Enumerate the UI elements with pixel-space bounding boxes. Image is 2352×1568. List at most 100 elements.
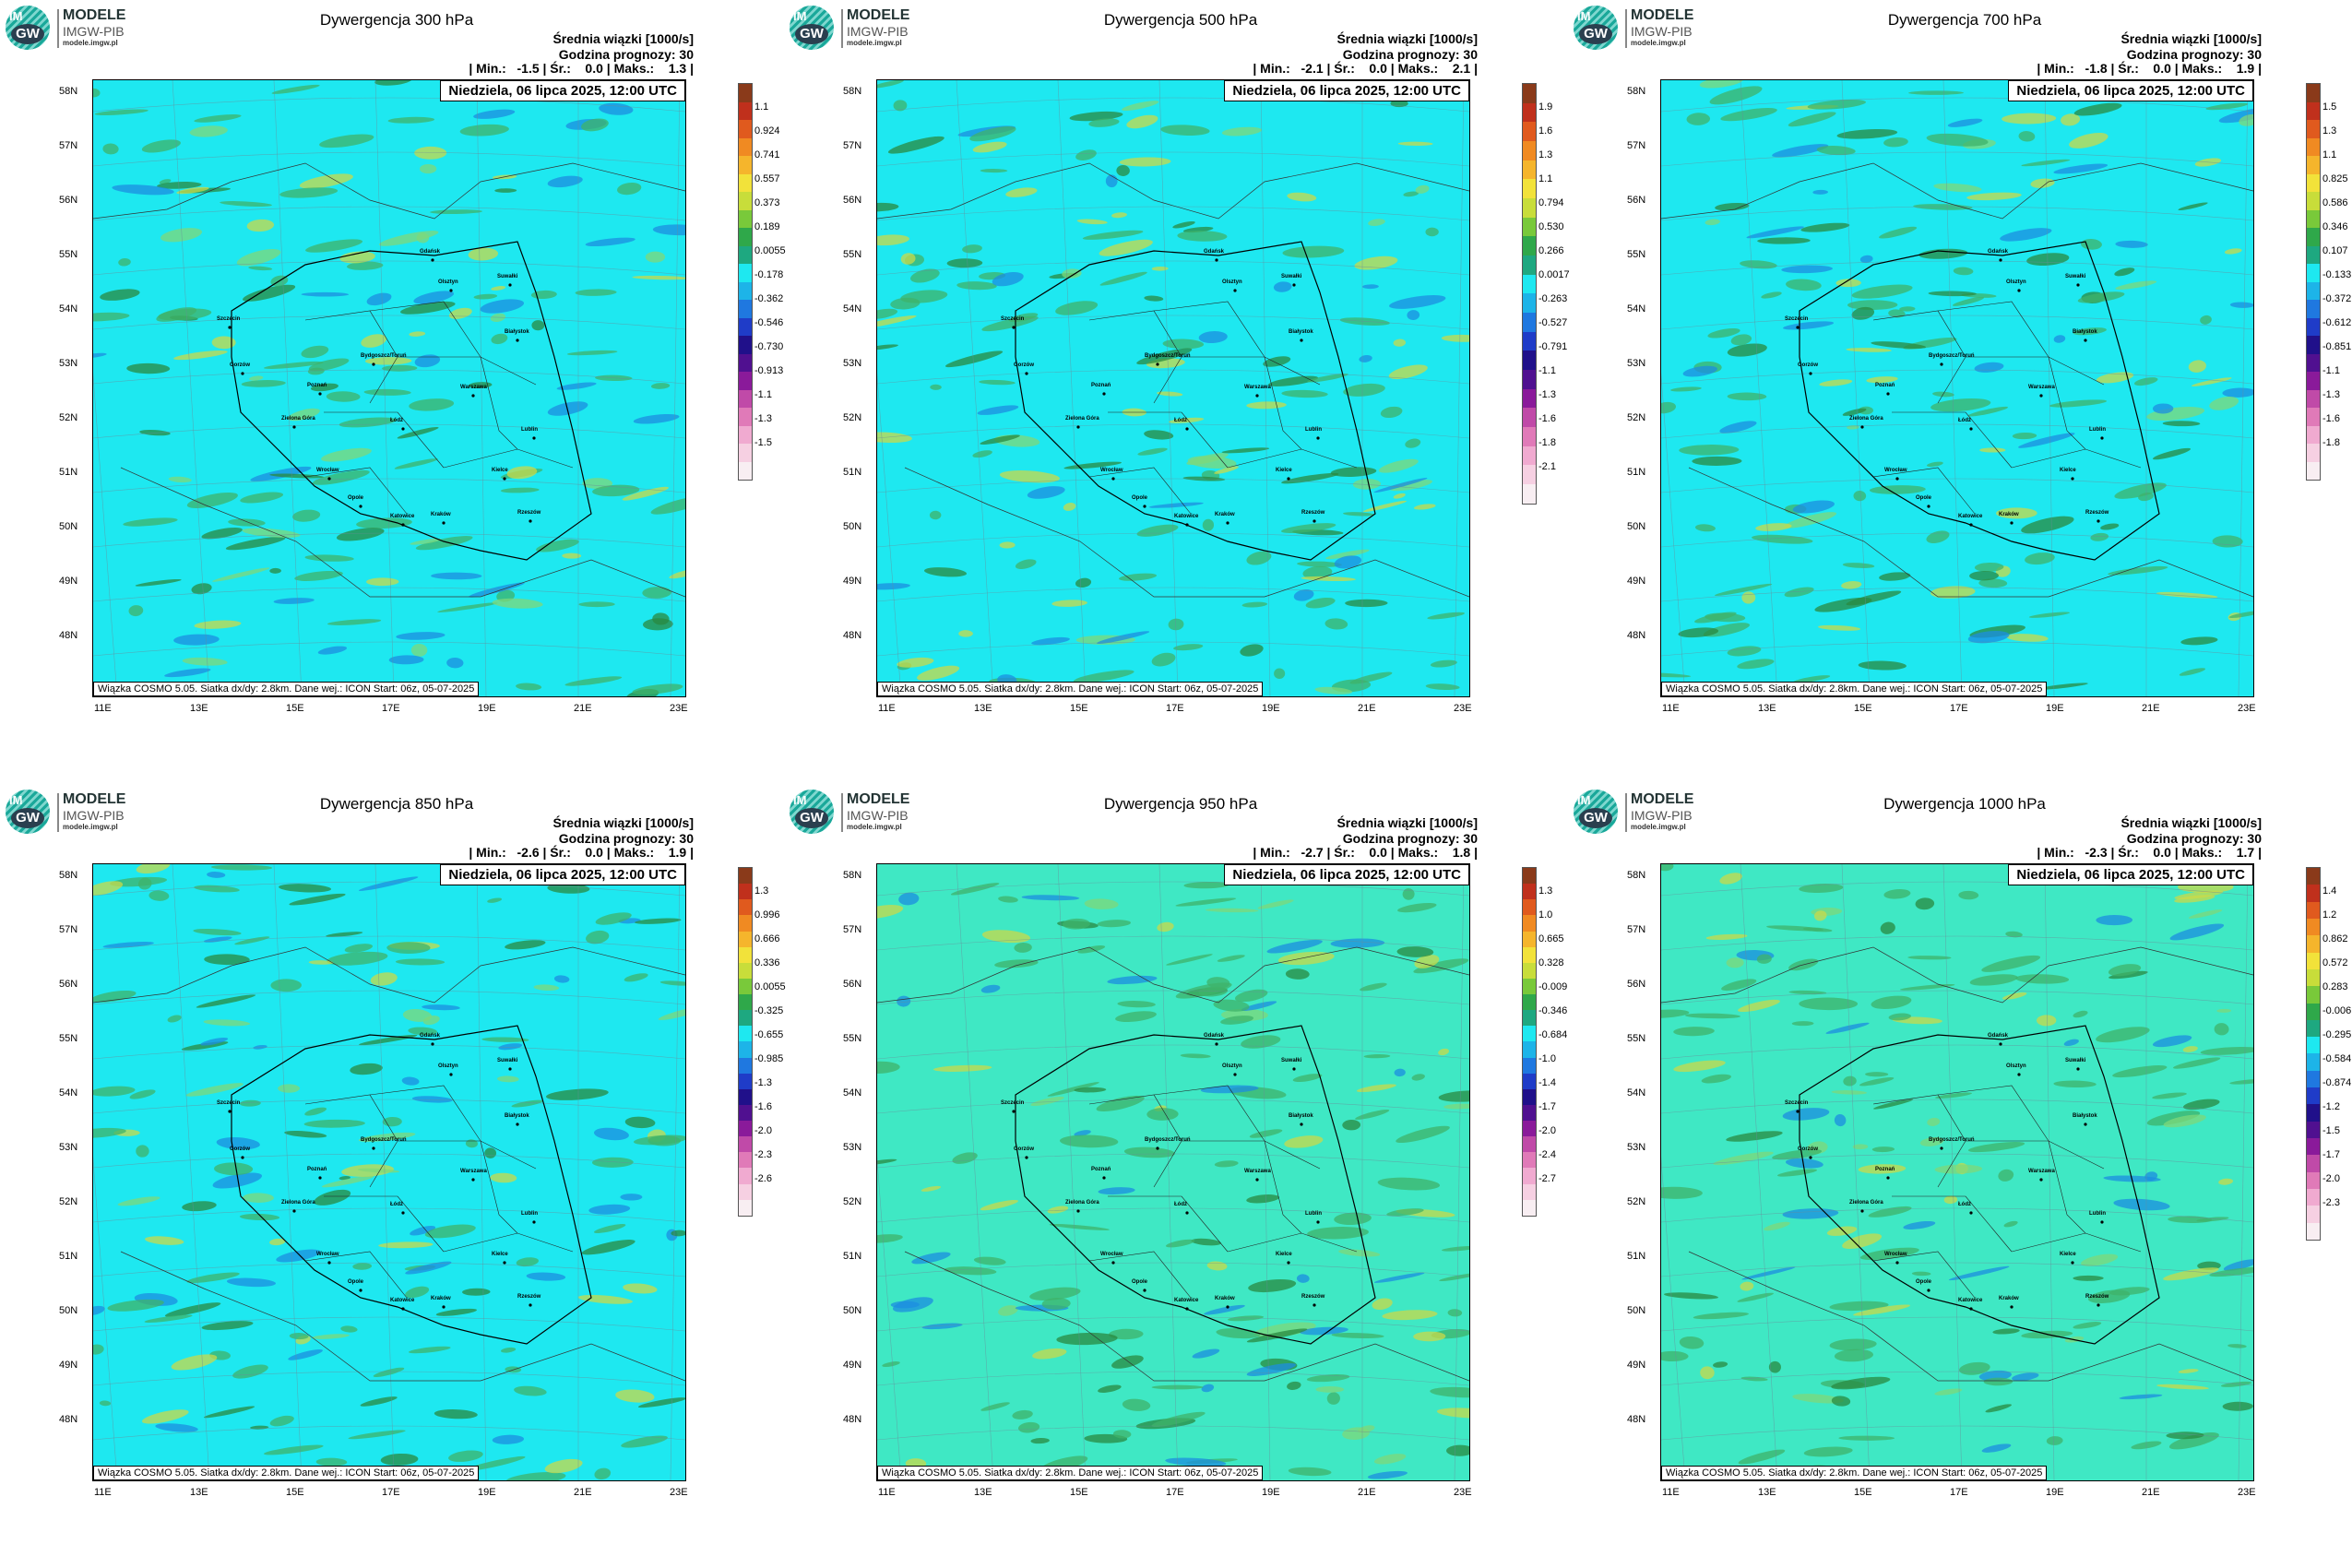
- colorbar-tick-label: 1.6: [1538, 125, 1553, 137]
- longitude-label: 13E: [974, 1487, 992, 1498]
- colorbar-tick-label: 0.741: [754, 149, 780, 160]
- colorbar-tick-label: -1.6: [1538, 413, 1556, 424]
- colorbar-segment: [2307, 968, 2320, 987]
- colorbar-segment: [2307, 444, 2320, 462]
- colorbar-segment: [739, 281, 752, 300]
- city-label: Gorzów: [1014, 362, 1034, 368]
- city-label: Olsztyn: [2006, 1063, 2026, 1069]
- colorbar-segment: [739, 389, 752, 408]
- city-label: Warszawa: [2028, 385, 2055, 390]
- city-label: Gdańsk: [1204, 1033, 1225, 1039]
- colorbar-segment: [739, 962, 752, 979]
- colorbar-tick-label: -1.7: [1538, 1101, 1556, 1112]
- colorbar-tick-label: 1.4: [2322, 885, 2337, 897]
- city-label: Olsztyn: [1222, 279, 1242, 285]
- divergence-map: Gdańsk Olsztyn Suwałki Szczecin Bydgoszcz/To…: [1660, 863, 2254, 1481]
- colorbar-tick-label: 0.373: [754, 197, 780, 208]
- colorbar-segment: [739, 1010, 752, 1027]
- longitude-label: 19E: [1262, 703, 1280, 714]
- logo-mark-icon: IM GW: [1574, 790, 1618, 834]
- colorbar-segment: [1523, 1057, 1536, 1074]
- logo-separator: [1625, 9, 1627, 48]
- colorbar-segment: [2307, 425, 2320, 444]
- colorbar-segment: [2307, 245, 2320, 264]
- colorbar-tick-label: -0.655: [754, 1029, 784, 1040]
- colorbar-segment: [1523, 978, 1536, 994]
- colorbar-tick-label: 0.825: [2322, 173, 2348, 184]
- city-label: Poznań: [1091, 1167, 1111, 1172]
- city-label: Suwałki: [2065, 274, 2086, 279]
- colorbar-tick-label: -0.584: [2322, 1053, 2352, 1064]
- colorbar-segment: [2307, 281, 2320, 300]
- colorbar-segment: [739, 868, 752, 885]
- latitude-label: 51N: [1627, 1251, 1646, 1262]
- imgw-logo: IM GW MODELE IMGW-PIB modele.imgw.pl: [790, 6, 937, 52]
- panel-title: Dywergencja 1000 hPa: [1883, 795, 2046, 813]
- colorbar-tick-label: 0.666: [754, 933, 780, 944]
- city-label: Wrocław: [1100, 1252, 1123, 1257]
- colorbar-segment: [1523, 274, 1536, 294]
- ensemble-info: Średnia wiązki [1000/s] Godzina prognozy…: [1336, 815, 1478, 846]
- colorbar-tick-label: -2.3: [2322, 1197, 2340, 1208]
- city-label: Poznań: [1875, 1167, 1895, 1172]
- latitude-label: 54N: [843, 303, 862, 315]
- colorbar-segment: [739, 173, 752, 192]
- colorbar-segment: [1523, 931, 1536, 947]
- colorbar-segment: [1523, 427, 1536, 446]
- colorbar-tick-label: 0.794: [1538, 197, 1564, 208]
- colorbar-tick-label: -1.7: [2322, 1149, 2340, 1160]
- colorbar-tick-label: -1.5: [754, 437, 772, 448]
- city-label: Kraków: [1999, 1296, 2019, 1301]
- colorbar-segment: [739, 1073, 752, 1089]
- longitude-label: 17E: [1950, 703, 1968, 714]
- colorbar-tick-label: -0.730: [754, 341, 784, 352]
- logo-mark-icon: IM GW: [1574, 6, 1618, 50]
- city-label: Zielona Góra: [1849, 416, 1883, 422]
- colorbar-tick-label: -2.0: [1538, 1125, 1556, 1136]
- colorbar-segment: [739, 1041, 752, 1058]
- colorbar-segment: [1523, 1026, 1536, 1042]
- latitude-label: 50N: [1627, 521, 1646, 532]
- city-label: Rzeszów: [1301, 1294, 1325, 1300]
- colorbar: [2306, 867, 2321, 1241]
- city-label: Szczecin: [1785, 316, 1809, 322]
- city-label: Kielce: [1276, 1252, 1292, 1257]
- colorbar-tick-label: -1.8: [1538, 437, 1556, 448]
- latitude-label: 51N: [59, 1251, 78, 1262]
- city-label: Rzeszów: [2085, 1294, 2109, 1300]
- colorbar-tick-label: -2.6: [754, 1173, 772, 1184]
- city-label: Olsztyn: [438, 1063, 458, 1069]
- colorbar-segment: [1523, 868, 1536, 885]
- colorbar-tick-label: -0.178: [754, 269, 784, 280]
- logo-line2: IMGW-PIB: [847, 808, 909, 823]
- colorbar-tick-label: 1.1: [2322, 149, 2337, 160]
- logo-separator: [57, 793, 59, 832]
- longitude-label: 13E: [1758, 1487, 1776, 1498]
- city-label: Bydgoszcz/Toruń: [1145, 1137, 1191, 1143]
- city-label: Suwałki: [497, 1058, 518, 1063]
- latitude-label: 50N: [1627, 1305, 1646, 1316]
- logo-mark-bottom: GW: [795, 808, 828, 828]
- forecast-date: Niedziela, 06 lipca 2025, 12:00 UTC: [440, 80, 685, 101]
- colorbar-segment: [739, 946, 752, 963]
- city-label: Katowice: [390, 514, 415, 519]
- city-label: Opole: [1132, 1279, 1148, 1285]
- latitude-label: 54N: [843, 1087, 862, 1099]
- city-label: Gorzów: [1798, 362, 1818, 368]
- city-label: Katowice: [1958, 1298, 1983, 1303]
- colorbar-tick-label: -0.913: [754, 365, 784, 376]
- colorbar-segment: [739, 1057, 752, 1074]
- colorbar-tick-label: 0.862: [2322, 933, 2348, 944]
- colorbar-segment: [2307, 1138, 2320, 1156]
- city-label: Lublin: [1305, 427, 1322, 433]
- longitude-label: 17E: [1166, 703, 1184, 714]
- logo-separator: [1625, 793, 1627, 832]
- colorbar-tick-label: -0.851: [2322, 341, 2352, 352]
- colorbar-tick-label: 0.336: [754, 957, 780, 968]
- colorbar-segment: [2307, 1087, 2320, 1105]
- logo-line1: MODELE: [847, 7, 910, 23]
- logo-mark-bottom: GW: [795, 24, 828, 44]
- city-label: Gdańsk: [420, 1033, 441, 1039]
- city-label: Bydgoszcz/Toruń: [361, 353, 407, 359]
- city-label: Gorzów: [1798, 1146, 1818, 1152]
